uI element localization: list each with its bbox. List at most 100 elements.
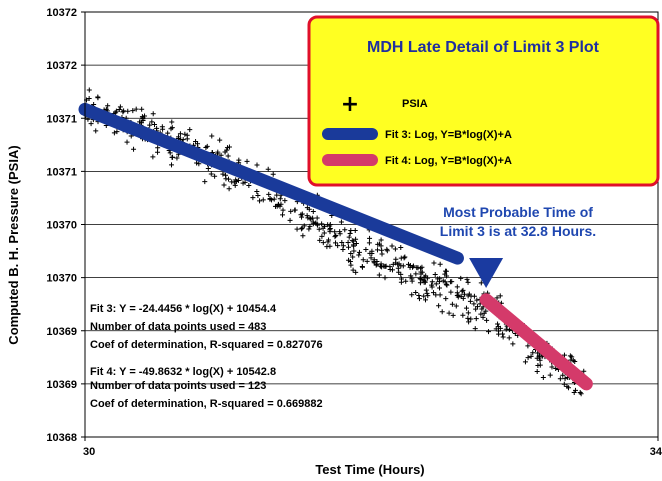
data-point	[150, 154, 156, 160]
data-point	[417, 275, 423, 281]
data-point	[402, 254, 408, 260]
data-point	[105, 103, 111, 109]
data-point	[350, 254, 356, 260]
data-point	[155, 145, 161, 151]
data-point	[581, 368, 587, 374]
data-point	[398, 271, 404, 277]
data-point	[300, 233, 306, 239]
data-point	[395, 265, 401, 271]
data-point	[319, 233, 325, 239]
legend-entry-fit4: Fit 4: Log, Y=B*log(X)+A	[322, 154, 512, 167]
data-point	[88, 121, 94, 127]
data-point	[561, 381, 567, 387]
data-point	[572, 387, 578, 393]
data-point	[368, 255, 374, 261]
data-point	[363, 247, 369, 253]
data-point	[400, 263, 406, 269]
data-point	[440, 278, 446, 284]
data-point	[114, 129, 120, 135]
data-point	[254, 188, 260, 194]
x-tick-label: 34	[650, 446, 662, 458]
data-point	[139, 114, 145, 120]
data-point	[174, 155, 180, 161]
data-point	[464, 276, 470, 282]
data-point	[381, 263, 387, 269]
data-point	[327, 227, 333, 233]
data-point	[147, 122, 153, 128]
data-point	[506, 335, 512, 341]
data-point	[316, 226, 322, 232]
time-annotation: Most Probable Time of Limit 3 is at 32.8…	[440, 204, 596, 288]
data-point	[448, 289, 454, 295]
data-point	[562, 376, 568, 382]
data-point	[299, 214, 305, 220]
data-point	[460, 295, 466, 301]
data-point	[138, 120, 144, 126]
data-point	[184, 132, 190, 138]
data-point	[430, 290, 436, 296]
data-point	[429, 282, 435, 288]
data-point	[194, 160, 200, 166]
data-point	[421, 277, 427, 283]
data-point	[294, 226, 300, 232]
x-axis-title: Test Time (Hours)	[315, 462, 424, 477]
data-point	[203, 145, 209, 151]
data-point	[467, 298, 473, 304]
data-point	[454, 284, 460, 290]
data-point	[486, 329, 492, 335]
data-point	[466, 319, 472, 325]
data-point	[353, 269, 359, 275]
legend-label-fit4: Fit 4: Log, Y=B*log(X)+A	[385, 155, 512, 167]
plus-marker-icon: +	[341, 92, 359, 117]
data-point	[384, 248, 390, 254]
data-point	[536, 353, 542, 359]
data-point	[413, 271, 419, 277]
annotation-line-2: Limit 3 is at 32.8 Hours.	[440, 223, 596, 239]
data-point	[422, 297, 428, 303]
data-point	[319, 221, 325, 227]
data-point	[353, 236, 359, 242]
data-point	[480, 314, 486, 320]
data-point	[139, 106, 145, 112]
data-point	[495, 321, 501, 327]
data-point	[116, 107, 122, 113]
fit4-r2: Coef of determination, R-squared = 0.669…	[90, 398, 323, 410]
legend-label-fit3: Fit 3: Log, Y=B*log(X)+A	[385, 129, 512, 141]
data-point	[436, 279, 442, 285]
data-point	[169, 125, 175, 131]
data-point	[292, 207, 298, 213]
data-point	[202, 179, 208, 185]
data-point	[460, 312, 466, 318]
x-axis-ticks: 30 34	[83, 437, 662, 458]
data-point	[340, 246, 346, 252]
data-point	[577, 389, 583, 395]
data-point	[401, 255, 407, 261]
x-tick-label: 30	[83, 446, 95, 458]
data-point	[474, 297, 480, 303]
data-point	[208, 171, 214, 177]
data-point	[332, 234, 338, 240]
data-point	[288, 208, 294, 214]
legend-entry-fit3: Fit 3: Log, Y=B*log(X)+A	[322, 128, 512, 141]
data-point	[338, 219, 344, 225]
fit3-points: Number of data points used = 483	[90, 321, 266, 333]
data-point	[366, 240, 372, 246]
data-point	[356, 252, 362, 258]
data-point	[415, 265, 421, 271]
data-point	[433, 281, 439, 287]
data-point	[356, 249, 362, 255]
annotation-line-1: Most Probable Time of	[443, 204, 593, 220]
data-point	[270, 171, 276, 177]
data-point	[85, 116, 91, 122]
plot-area	[84, 11, 659, 438]
data-point	[154, 125, 160, 131]
data-point	[125, 108, 131, 114]
data-point	[314, 221, 320, 227]
data-point	[500, 334, 506, 340]
data-point	[453, 303, 459, 309]
data-point	[280, 212, 286, 218]
fit3-r2: Coef of determination, R-squared = 0.827…	[90, 339, 323, 351]
data-point	[389, 243, 395, 249]
data-point	[342, 227, 348, 233]
data-point	[367, 235, 373, 241]
